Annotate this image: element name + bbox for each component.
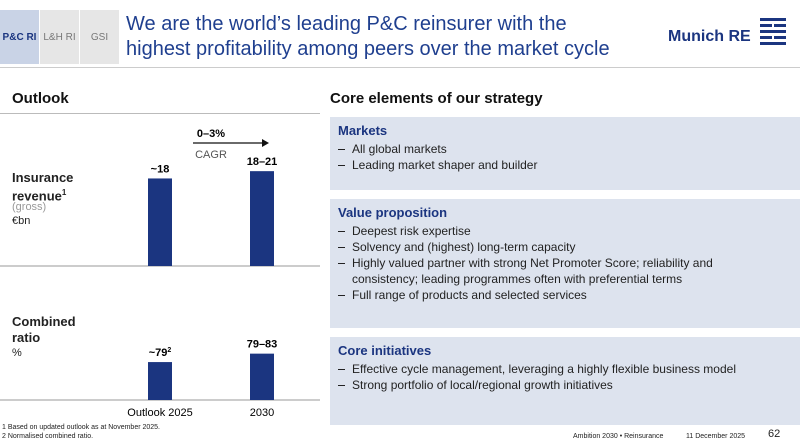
footnote-ref: 1 xyxy=(61,188,67,197)
value-text: ~18 xyxy=(151,163,170,175)
footer-date: 11 December 2025 xyxy=(686,433,746,440)
footnote: 2 Normalised combined ratio. xyxy=(2,433,94,440)
bar xyxy=(148,362,172,400)
bullet-dash xyxy=(338,369,345,370)
tab[interactable]: GSI xyxy=(80,10,119,64)
value-text: ~79 xyxy=(149,347,168,359)
bullet-dash xyxy=(338,295,345,296)
strategy-box: Value proposition Deepest risk expertise S… xyxy=(330,199,800,328)
bullet-dash xyxy=(338,385,345,386)
bullet-item: Solvency and (highest) long-term capacit… xyxy=(338,239,760,255)
title-line: We are the world’s leading P&C reinsurer… xyxy=(126,13,567,35)
cagr-arrowhead xyxy=(262,139,269,147)
value-text: 79–83 xyxy=(247,339,278,351)
bullet-item: Strong portfolio of local/regional growt… xyxy=(338,377,760,393)
chart-label: Insurance revenue1 xyxy=(12,170,132,203)
box-title: Markets xyxy=(338,123,388,138)
charts: ~18 18–21 0–3% CAGR ~792 79–83 Outlook 2025 203… xyxy=(0,128,320,419)
value-label: 79–83 xyxy=(247,339,278,351)
bullet-dash xyxy=(338,231,345,232)
box-title: Value proposition xyxy=(338,205,448,220)
bullet-item: Effective cycle management, leveraging a… xyxy=(338,361,760,377)
slide-title: We are the world’s leading P&C reinsurer… xyxy=(126,12,610,62)
value-label: ~792 xyxy=(149,347,172,359)
divider xyxy=(0,67,800,68)
section-heading: Core elements of our strategy xyxy=(330,90,543,107)
logo-icon xyxy=(760,18,786,45)
bullet-dash xyxy=(338,247,345,248)
chart-unit: % xyxy=(12,347,22,359)
footnote-ref: 2 xyxy=(167,347,171,354)
bullet-item: Leading market shaper and builder xyxy=(338,157,760,173)
bullet-item: All global markets xyxy=(338,141,760,157)
annotation-sub: CAGR xyxy=(195,149,227,161)
bar xyxy=(148,178,172,266)
bullet-text: Deepest risk expertise xyxy=(352,224,471,238)
label-line: Combined xyxy=(12,314,76,329)
value-text: 18–21 xyxy=(247,156,278,168)
bullet-dash xyxy=(338,149,345,150)
bar xyxy=(250,353,274,400)
tab[interactable]: L&H RI xyxy=(40,10,79,64)
bullet-text: Strong portfolio of local/regional growt… xyxy=(352,378,613,392)
bullet-item: Highly valued partner with strong Net Pr… xyxy=(338,255,760,287)
logo-text: Munich RE xyxy=(668,28,751,45)
section-heading: Outlook xyxy=(12,90,69,107)
footnote: 1 Based on updated outlook as at Novembe… xyxy=(2,424,160,431)
annotation: 0–3% xyxy=(197,128,225,140)
value-label: 18–21 xyxy=(247,156,278,168)
rule xyxy=(0,113,320,114)
bullet-text: Full range of products and selected serv… xyxy=(352,288,587,302)
label-text: Insurance revenue xyxy=(12,170,74,204)
bullet-item: Full range of products and selected serv… xyxy=(338,287,760,303)
bullet-dash xyxy=(338,263,345,264)
bullet-text: All global markets xyxy=(352,142,447,156)
chart-sublabel: (gross) xyxy=(12,201,47,213)
bullet-text: Effective cycle management, leveraging a… xyxy=(352,362,736,376)
page-number: 62 xyxy=(768,428,781,440)
box-title: Core initiatives xyxy=(338,343,432,358)
bar xyxy=(250,171,274,266)
bullet-dash xyxy=(338,165,345,166)
x-tick-label: 2030 xyxy=(250,407,274,419)
x-tick-label: Outlook 2025 xyxy=(127,407,192,419)
label-line: ratio xyxy=(12,330,41,345)
footer-event: Ambition 2030 • Reinsurance xyxy=(573,433,664,440)
chart-label: Combined ratio xyxy=(12,314,76,346)
value-label: ~18 xyxy=(151,163,170,175)
tab[interactable]: P&C RI xyxy=(0,10,39,64)
chart-unit: €bn xyxy=(12,215,31,227)
bullet-text: Leading market shaper and builder xyxy=(352,158,538,172)
bullet-text: Solvency and (highest) long-term capacit… xyxy=(352,240,576,254)
title-line: highest profitability among peers over t… xyxy=(126,38,610,60)
bullet-text: Highly valued partner with strong Net Pr… xyxy=(352,256,713,286)
strategy-box: Core initiatives Effective cycle manageme… xyxy=(330,337,800,425)
strategy-box: Markets All global markets Leading market … xyxy=(330,117,800,190)
bullet-item: Deepest risk expertise xyxy=(338,223,760,239)
